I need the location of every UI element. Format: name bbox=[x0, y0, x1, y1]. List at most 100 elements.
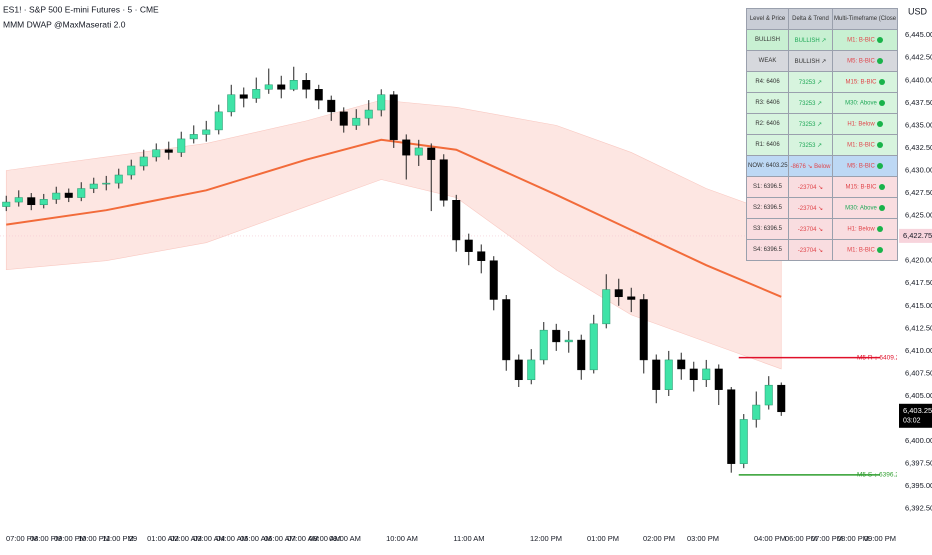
cell-text: R2: 6406 bbox=[755, 121, 780, 127]
status-table: Level & Price Delta & Trend Multi-Timefram… bbox=[746, 8, 898, 261]
cell-text: M15: B-BIC bbox=[845, 184, 877, 191]
table-cell: M30: Above bbox=[832, 197, 898, 219]
x-tick-label: 04:00 AM bbox=[216, 534, 248, 543]
y-tick-label: 6,445.00 bbox=[905, 30, 932, 39]
x-tick-label: 01:00 PM bbox=[587, 534, 619, 543]
table-cell: M15: B-BIC bbox=[832, 71, 898, 93]
cell-text: BULLISH bbox=[754, 37, 780, 43]
candle-body bbox=[577, 339, 586, 371]
candle-body bbox=[652, 359, 661, 390]
candle-body bbox=[202, 129, 211, 135]
candle-body bbox=[89, 183, 98, 189]
y-tick-label: 6,440.00 bbox=[905, 75, 932, 84]
x-tick-label: 08:00 PM bbox=[837, 534, 869, 543]
candle-body bbox=[102, 182, 111, 185]
y-tick-label: 6,405.00 bbox=[905, 391, 932, 400]
candle-body bbox=[527, 359, 536, 381]
candle-body bbox=[777, 384, 786, 413]
cell-text: M5: B-BIC bbox=[847, 163, 875, 170]
status-dot bbox=[876, 246, 883, 253]
x-tick-label: 09:00 AM bbox=[329, 534, 361, 543]
table-cell: H1: Below bbox=[832, 113, 898, 135]
cell-text: 73253 ↗ bbox=[798, 121, 823, 128]
table-cell: BULLISH bbox=[746, 29, 789, 51]
candle-body bbox=[564, 339, 573, 343]
cell-text: R4: 6406 bbox=[755, 79, 780, 85]
x-tick-label: 07:00 AM bbox=[287, 534, 319, 543]
status-dot bbox=[876, 57, 883, 64]
candle-body bbox=[539, 329, 548, 361]
status-dot bbox=[876, 120, 883, 127]
candle-body bbox=[252, 89, 261, 99]
candle-body bbox=[177, 138, 186, 153]
table-row: S3: 6396.5 -23704 ↘ H1: Below bbox=[746, 218, 898, 240]
cell-text: S2: 6396.5 bbox=[752, 205, 783, 211]
candle-body bbox=[77, 188, 86, 198]
table-cell: BULLISH ↗ bbox=[788, 50, 833, 72]
candle-body bbox=[602, 289, 611, 325]
marker-price-label: 6,422.75 bbox=[903, 231, 932, 240]
cell-text: S3: 6396.5 bbox=[752, 226, 783, 232]
y-tick-label: 6,442.50 bbox=[905, 53, 932, 62]
candle-body bbox=[677, 359, 686, 370]
candle-body bbox=[327, 99, 336, 113]
status-dot bbox=[878, 204, 885, 211]
cell-text: H1: Below bbox=[847, 121, 875, 128]
cell-text: R3: 6406 bbox=[755, 100, 780, 106]
table-cell: -23704 ↘ bbox=[788, 218, 833, 240]
status-dot bbox=[878, 99, 885, 106]
cell-text: BULLISH ↗ bbox=[794, 37, 827, 44]
candle-body bbox=[152, 149, 161, 158]
table-cell: M5: B-BIC bbox=[832, 155, 898, 177]
status-dot bbox=[876, 225, 883, 232]
candle-body bbox=[189, 134, 198, 140]
table-cell: 73253 ↗ bbox=[788, 92, 833, 114]
table-cell: M15: B-BIC bbox=[832, 176, 898, 198]
status-dot bbox=[876, 141, 883, 148]
y-tick-label: 6,417.50 bbox=[905, 278, 932, 287]
candle-body bbox=[302, 80, 311, 90]
cell-text: -23704 ↘ bbox=[797, 205, 824, 212]
y-tick-label: 6,437.50 bbox=[905, 98, 932, 107]
x-tick-label: 09:00 PM bbox=[54, 534, 86, 543]
y-tick-label: 6,395.00 bbox=[905, 481, 932, 490]
table-header-cell: Delta & Trend bbox=[788, 8, 833, 30]
candle-body bbox=[64, 192, 73, 198]
candle-body bbox=[764, 384, 773, 406]
table-header-cell: Multi-Timeframe (Close bbox=[832, 8, 898, 30]
candle-body bbox=[664, 359, 673, 390]
table-row: NOW: 6403.25 -8676 ↘ Below M5: B-BIC bbox=[746, 155, 898, 177]
x-tick-label: 11:00 PM bbox=[102, 534, 134, 543]
table-cell: S3: 6396.5 bbox=[746, 218, 789, 240]
cell-text: M30: Above bbox=[845, 205, 877, 212]
table-cell: R2: 6406 bbox=[746, 113, 789, 135]
table-cell: NOW: 6403.25 bbox=[746, 155, 789, 177]
axes: 6,445.00 6,442.50 6,440.00 6,437.50 6,435.00… bbox=[6, 30, 932, 543]
candle-body bbox=[414, 147, 423, 156]
status-dot bbox=[878, 78, 885, 85]
last-price-label: 6,403.25 bbox=[903, 406, 932, 415]
cell-text: H1: Below bbox=[847, 226, 875, 233]
candle-body bbox=[264, 84, 273, 90]
table-row: S2: 6396.5 -23704 ↘ M30: Above bbox=[746, 197, 898, 219]
candle-body bbox=[214, 111, 223, 131]
cell-text: M1: B-BIC bbox=[847, 142, 875, 149]
table-cell: R4: 6406 bbox=[746, 71, 789, 93]
y-tick-label: 6,392.50 bbox=[905, 504, 932, 513]
candle-body bbox=[314, 89, 323, 101]
candle-body bbox=[552, 329, 561, 343]
candle-body bbox=[489, 260, 498, 300]
chart-subtitle: MMM DWAP @MaxMaserati 2.0 bbox=[3, 19, 126, 29]
y-tick-label: 6,407.50 bbox=[905, 368, 932, 377]
currency-label[interactable]: USD bbox=[908, 6, 928, 16]
candle-body bbox=[364, 109, 373, 119]
cell-text: R1: 6406 bbox=[755, 142, 780, 148]
candle-body bbox=[727, 389, 736, 464]
candle-body bbox=[514, 359, 523, 381]
x-tick-label: 06:00 AM bbox=[264, 534, 296, 543]
x-tick-label: 05:00 AM bbox=[240, 534, 272, 543]
cell-text: -8676 ↘ Below bbox=[790, 163, 831, 170]
candle-body bbox=[477, 251, 486, 261]
level-label: M5 R ↓ 6409.25 bbox=[857, 354, 903, 361]
y-tick-label: 6,410.00 bbox=[905, 346, 932, 355]
